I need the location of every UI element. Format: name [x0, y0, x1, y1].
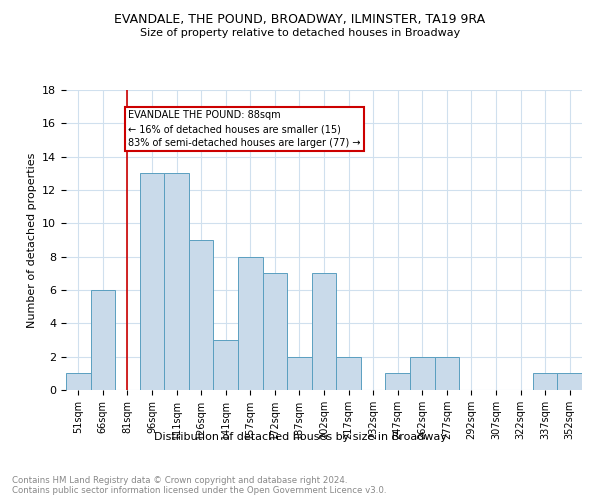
Text: Contains HM Land Registry data © Crown copyright and database right 2024.
Contai: Contains HM Land Registry data © Crown c…	[12, 476, 386, 495]
Bar	[533, 374, 557, 390]
Bar	[385, 374, 410, 390]
Bar	[214, 340, 238, 390]
Bar	[66, 374, 91, 390]
Bar	[557, 374, 582, 390]
Bar	[238, 256, 263, 390]
Bar	[410, 356, 434, 390]
Text: Distribution of detached houses by size in Broadway: Distribution of detached houses by size …	[154, 432, 446, 442]
Text: EVANDALE, THE POUND, BROADWAY, ILMINSTER, TA19 9RA: EVANDALE, THE POUND, BROADWAY, ILMINSTER…	[115, 12, 485, 26]
Bar	[312, 274, 336, 390]
Text: EVANDALE THE POUND: 88sqm
← 16% of detached houses are smaller (15)
83% of semi-: EVANDALE THE POUND: 88sqm ← 16% of detac…	[128, 110, 361, 148]
Bar	[91, 290, 115, 390]
Bar	[287, 356, 312, 390]
Bar	[434, 356, 459, 390]
Text: Size of property relative to detached houses in Broadway: Size of property relative to detached ho…	[140, 28, 460, 38]
Bar	[336, 356, 361, 390]
Y-axis label: Number of detached properties: Number of detached properties	[26, 152, 37, 328]
Bar	[263, 274, 287, 390]
Bar	[140, 174, 164, 390]
Bar	[189, 240, 214, 390]
Bar	[164, 174, 189, 390]
